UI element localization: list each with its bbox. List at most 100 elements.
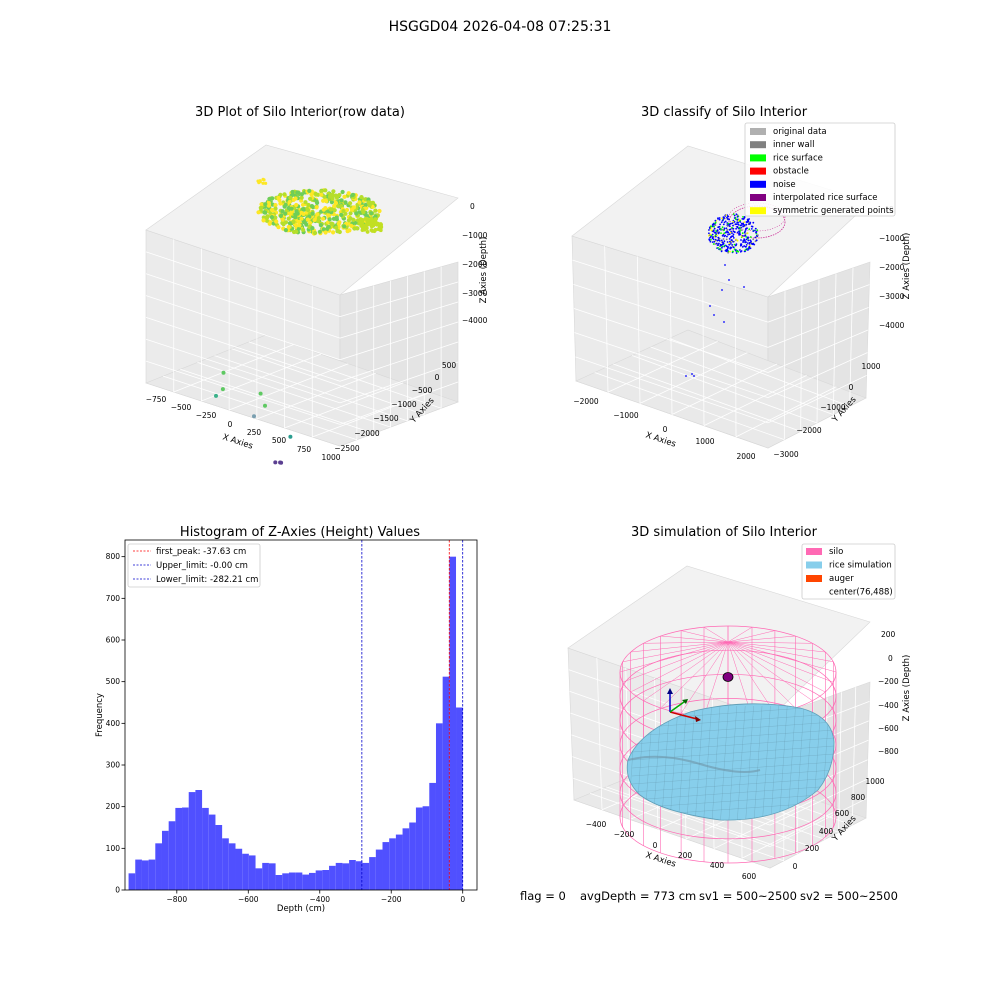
classified-point: [708, 229, 710, 231]
histogram-bar: [409, 822, 416, 890]
histogram-bar: [375, 849, 383, 890]
histogram-bar: [449, 556, 457, 890]
classified-point: [752, 230, 755, 233]
surface-point: [314, 199, 319, 204]
classified-point: [721, 226, 724, 229]
classified-point: [709, 240, 712, 243]
surface-point: [283, 202, 288, 207]
histogram-bar: [342, 863, 350, 890]
gridline: [573, 777, 771, 847]
surface-point: [313, 191, 318, 196]
legend-swatch: [750, 154, 766, 162]
histogram-bar: [429, 782, 436, 890]
surface-point: [316, 215, 321, 221]
surface-point: [270, 196, 275, 201]
x-tick-label: −400: [309, 895, 330, 904]
gridline: [838, 692, 842, 833]
auger-marker: [722, 672, 734, 682]
y-tick-label: 600: [835, 809, 850, 818]
mesh-line: [631, 737, 834, 753]
surface-point: [329, 200, 334, 205]
mesh-line: [686, 705, 695, 821]
classified-point: [714, 231, 717, 234]
surface-point: [352, 226, 357, 231]
surface-point: [283, 220, 289, 225]
panel-simulation: 3D simulation of Silo Interior −4: [567, 525, 912, 881]
legend-box: [127, 543, 261, 588]
classified-point: [727, 231, 730, 234]
classified-point: [738, 226, 741, 229]
surface-point: [360, 228, 365, 233]
reference-lines: [361, 540, 464, 890]
legend-swatch: [750, 207, 766, 215]
axis-arrow-z-head: [667, 688, 673, 694]
classified-point: [742, 241, 744, 244]
panel-classify-gridlines: [572, 246, 870, 441]
classified-point: [735, 238, 737, 241]
surface-point: [290, 189, 295, 195]
surface-point: [295, 190, 300, 195]
z-axis-label: Z Axies (Depth): [902, 655, 912, 722]
histogram-bar: [242, 853, 249, 890]
panel-raw-data-gridlines: [145, 239, 459, 441]
sv2-readout: sv2 = 500~2500: [800, 889, 898, 903]
classified-point: [747, 239, 750, 242]
classified-point: [725, 238, 728, 241]
x-tick-label: −600: [238, 895, 259, 904]
surface-point: [291, 197, 296, 202]
classified-point: [749, 236, 752, 238]
legend-swatch: [806, 561, 822, 569]
y-tick-label: −1000: [820, 403, 846, 412]
y-tick-label: 0: [793, 862, 798, 871]
surface-point: [359, 195, 364, 200]
mesh-line: [787, 705, 796, 821]
legend-label: noise: [773, 180, 796, 190]
x-axis-label: Depth (cm): [277, 904, 325, 914]
y-tick-labels: 0 200 400 600 800 1000: [793, 777, 885, 871]
x-tick-label: −250: [196, 411, 217, 420]
surface-point: [259, 205, 264, 210]
classified-point: [714, 238, 717, 241]
surface-point: [299, 216, 304, 221]
gridline: [201, 353, 322, 402]
flag-readout: flag = 0: [520, 889, 566, 903]
classified-point: [756, 229, 759, 232]
gridline: [197, 362, 391, 428]
surface-point: [336, 221, 341, 227]
classified-point: [713, 240, 716, 243]
gridline: [769, 798, 867, 847]
surface-point: [263, 210, 268, 215]
classified-point: [742, 216, 744, 218]
classified-point: [735, 244, 737, 247]
gridline: [231, 348, 425, 415]
histogram-bar: [389, 838, 396, 890]
sv1-readout: sv1 = 500~2500: [699, 889, 797, 903]
classified-point: [708, 232, 710, 235]
surface-point: [317, 229, 322, 234]
surface-point: [273, 215, 278, 220]
surface-point: [305, 217, 310, 222]
surface-point: [309, 204, 315, 209]
gridline: [145, 295, 341, 361]
gridline: [145, 273, 341, 339]
surface-point: [328, 207, 333, 212]
y-tick-label: 500: [106, 677, 121, 686]
silo-roof-line: [630, 641, 729, 693]
surface-point: [304, 222, 309, 227]
silo-roof-line: [643, 641, 729, 644]
silo-roof-line: [703, 641, 729, 717]
outlier-point: [220, 387, 225, 392]
surface-point: [288, 195, 293, 200]
surface-point: [333, 200, 339, 206]
surface-point: [331, 230, 336, 235]
mesh-line: [669, 705, 679, 821]
surface-point: [270, 208, 275, 213]
classified-point: [737, 223, 740, 226]
surface-point: [299, 210, 304, 215]
silo-roof-line: [660, 641, 729, 709]
surface-point: [331, 216, 336, 221]
classified-point: [733, 214, 736, 217]
noise-point: [724, 264, 726, 266]
classified-point: [727, 215, 730, 218]
classified-point: [713, 225, 715, 228]
